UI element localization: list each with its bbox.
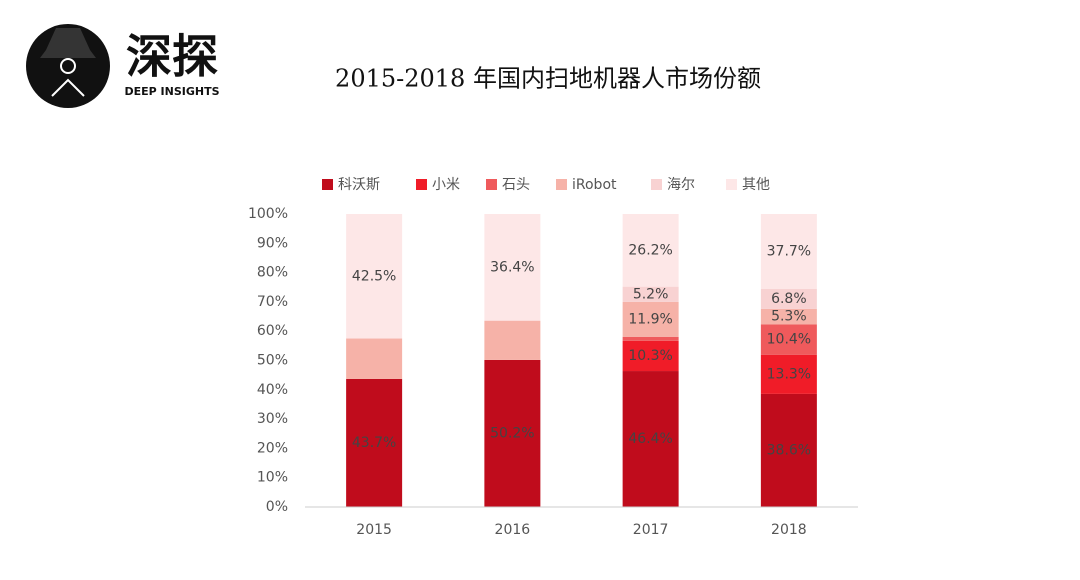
legend-label: 石头: [502, 177, 530, 193]
bar-segment: [622, 214, 679, 287]
bar-segment: [760, 289, 817, 309]
data-label: 6.8%: [771, 291, 807, 307]
data-label: 10.4%: [767, 332, 811, 348]
bar-segment: [760, 324, 817, 355]
legend-label: 海尔: [667, 177, 695, 193]
data-label: 38.6%: [767, 442, 811, 458]
y-tick-label: 50%: [257, 353, 288, 369]
bar-segment: [484, 359, 541, 507]
y-tick-label: 30%: [257, 411, 288, 427]
x-tick-label: 2017: [633, 522, 669, 538]
legend-swatch: [416, 179, 427, 190]
y-tick-label: 90%: [257, 235, 288, 251]
data-label: 10.3%: [628, 348, 672, 364]
y-tick-label: 40%: [257, 382, 288, 398]
logo-name: 深探: [126, 30, 218, 84]
data-label: 26.2%: [628, 242, 672, 258]
bar-segment: [346, 338, 403, 379]
legend-label: 科沃斯: [338, 177, 380, 193]
y-tick-label: 80%: [257, 265, 288, 281]
legend-label: iRobot: [572, 177, 617, 193]
y-tick-label: 0%: [266, 499, 288, 515]
bar-segment: [484, 214, 541, 321]
legend-swatch: [486, 179, 497, 190]
data-label: 37.7%: [767, 244, 811, 260]
legend-swatch: [556, 179, 567, 190]
logo: 深探 DEEP INSIGHTS: [26, 24, 220, 108]
data-label: 43.7%: [352, 435, 396, 451]
y-tick-label: 60%: [257, 323, 288, 339]
bar-segment: [622, 336, 679, 341]
x-tick-label: 2016: [495, 522, 531, 538]
legend-label: 其他: [742, 177, 770, 193]
bar-segment: [760, 308, 817, 325]
logo-tagline: DEEP INSIGHTS: [124, 85, 219, 98]
bar-segment: [346, 378, 403, 507]
x-tick-label: 2018: [771, 522, 807, 538]
bar-segment: [622, 371, 679, 507]
bar-segment: [484, 320, 541, 360]
bar-segment: [622, 286, 679, 302]
y-tick-label: 70%: [257, 294, 288, 310]
bar-segment: [760, 393, 817, 507]
bar-segment: [622, 340, 679, 372]
y-tick-label: 20%: [257, 440, 288, 456]
data-label: 5.3%: [771, 309, 807, 325]
legend-label: 小米: [432, 177, 460, 193]
legend-swatch: [726, 179, 737, 190]
bar-segment: [622, 301, 679, 337]
bar-segment: [760, 354, 817, 394]
x-tick-label: 2015: [356, 522, 392, 538]
data-label: 50.2%: [490, 425, 534, 441]
data-label: 36.4%: [490, 259, 534, 275]
y-tick-label: 100%: [248, 206, 288, 222]
plot: [346, 214, 817, 507]
chart-title: 2015-2018 年国内扫地机器人市场份额: [335, 65, 761, 93]
data-label: 11.9%: [628, 311, 672, 327]
data-label: 46.4%: [628, 431, 672, 447]
data-label: 5.2%: [633, 286, 669, 302]
bar-segment: [760, 214, 817, 290]
data-label: 42.5%: [352, 268, 396, 284]
data-label: 13.3%: [767, 366, 811, 382]
legend-swatch: [651, 179, 662, 190]
legend-swatch: [322, 179, 333, 190]
bar-segment: [346, 214, 403, 339]
y-tick-label: 10%: [257, 470, 288, 486]
logo-icon: [26, 24, 110, 108]
